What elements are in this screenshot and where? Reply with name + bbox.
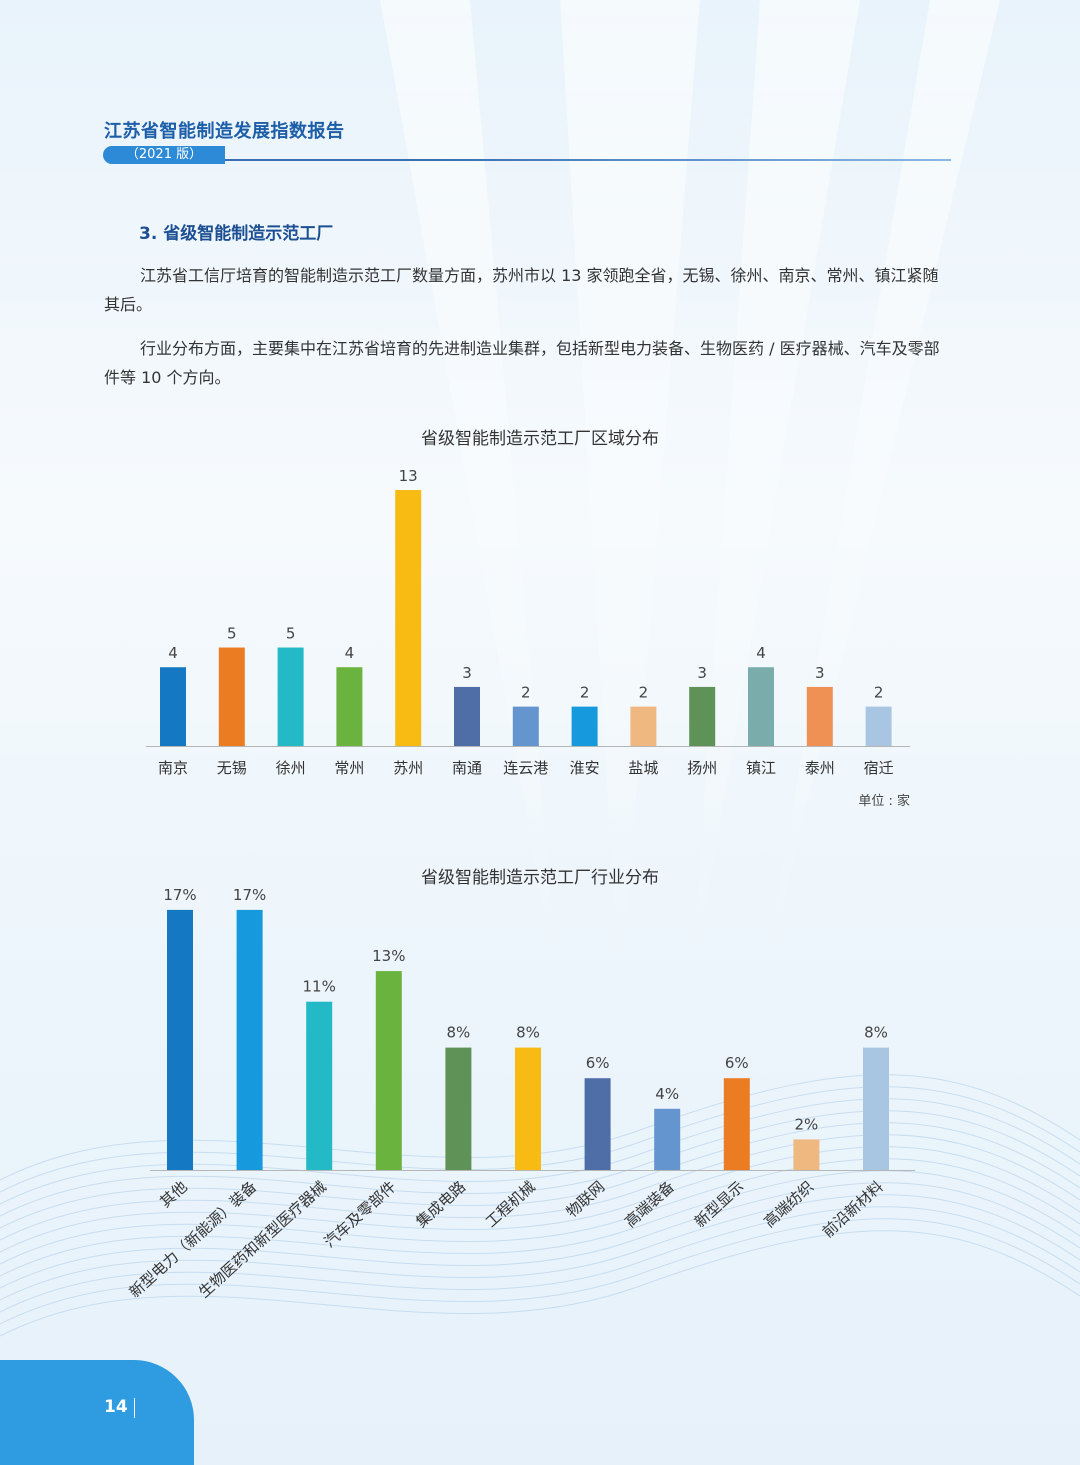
page-number: 14 [104, 1397, 128, 1417]
section-title: 3. 省级智能制造示范工厂 [139, 224, 334, 244]
region-category-label: 无锡 [217, 759, 247, 777]
region-value-label: 3 [815, 664, 825, 682]
region-value-label: 4 [756, 644, 766, 662]
region-category-label: 宿迁 [864, 759, 894, 777]
region-bar [689, 686, 716, 746]
unit-note: 单位 : 家 [858, 794, 910, 809]
industry-value-label: 13% [372, 947, 405, 965]
region-bar [336, 667, 363, 746]
region-bar [748, 667, 774, 746]
paragraph-region: 江苏省工信厅培育的智能制造示范工厂数量方面，苏州市以 13 家领跑全省，无锡、徐… [104, 266, 939, 314]
industry-bar [515, 1047, 541, 1170]
chart-title-region: 省级智能制造示范工厂区域分布 [421, 429, 659, 449]
industry-bar [654, 1108, 681, 1170]
industry-category-label: 物联网 [563, 1178, 608, 1221]
industry-value-label: 2% [795, 1115, 819, 1133]
industry-category-label: 集成电路 [412, 1178, 469, 1232]
industry-value-label: 11% [303, 978, 336, 996]
industry-value-label: 6% [725, 1054, 749, 1072]
page-number-separator [134, 1398, 135, 1418]
region-value-label: 13 [399, 467, 418, 485]
industry-bar [584, 1078, 611, 1170]
region-category-label: 徐州 [276, 759, 306, 777]
region-category-label: 淮安 [570, 759, 600, 777]
region-bar [630, 706, 657, 746]
region-bar [865, 706, 892, 746]
region-bar [218, 647, 245, 746]
region-value-label: 2 [521, 684, 531, 702]
industry-category-label: 高端装备 [621, 1178, 678, 1232]
region-bar [395, 490, 422, 746]
region-value-label: 2 [580, 684, 590, 702]
industry-category-label: 汽车及零部件 [321, 1178, 400, 1252]
industry-value-label: 17% [233, 886, 266, 904]
industry-bar [375, 971, 402, 1170]
industry-category-label: 工程机械 [482, 1178, 539, 1232]
page-number-tab [0, 1360, 194, 1465]
region-category-label: 盐城 [628, 759, 658, 777]
industry-category-label: 新型显示 [691, 1178, 748, 1232]
edition-badge: （2021 版） [103, 146, 225, 164]
industry-bar [167, 909, 193, 1170]
industry-category-label: 新型电力（新能源）装备 [126, 1178, 261, 1302]
region-bar [277, 647, 304, 746]
industry-value-label: 17% [163, 886, 196, 904]
region-bar [160, 667, 186, 746]
industry-category-label: 生物医药和新型医疗器械 [195, 1178, 330, 1302]
region-category-label: 常州 [334, 759, 364, 777]
region-value-label: 5 [227, 625, 237, 643]
region-bar [512, 706, 539, 746]
region-bar [806, 686, 833, 746]
industry-bar [863, 1047, 889, 1170]
region-value-label: 4 [345, 644, 355, 662]
industry-value-label: 4% [655, 1085, 679, 1103]
region-category-label: 扬州 [687, 759, 717, 777]
paragraph-industry: 行业分布方面，主要集中在江苏省培育的先进制造业集群，包括新型电力装备、生物医药 … [104, 339, 940, 387]
region-value-label: 5 [286, 625, 296, 643]
industry-category-label: 高端纺织 [760, 1178, 817, 1232]
industry-value-label: 6% [586, 1054, 610, 1072]
chart-title-industry: 省级智能制造示范工厂行业分布 [421, 868, 659, 888]
region-category-label: 南通 [452, 759, 482, 777]
industry-value-label: 8% [864, 1024, 888, 1042]
region-value-label: 2 [874, 684, 884, 702]
region-category-label: 泰州 [805, 759, 835, 777]
industry-category-label: 前沿新材料 [819, 1178, 887, 1242]
industry-bar [445, 1047, 472, 1170]
industry-category-label: 其他 [156, 1178, 190, 1211]
region-value-label: 3 [462, 664, 472, 682]
industry-value-label: 8% [516, 1024, 540, 1042]
industry-value-label: 8% [447, 1024, 471, 1042]
report-title: 江苏省智能制造发展指数报告 [104, 121, 345, 142]
region-value-label: 3 [697, 664, 707, 682]
region-category-label: 镇江 [746, 759, 776, 777]
industry-bar [306, 1001, 333, 1170]
header-divider [225, 159, 951, 161]
region-bar [571, 706, 598, 746]
region-category-label: 南京 [158, 759, 188, 777]
region-value-label: 2 [639, 684, 649, 702]
region-category-label: 苏州 [393, 759, 423, 777]
region-category-label: 连云港 [503, 759, 548, 777]
industry-bar [793, 1139, 820, 1170]
region-value-label: 4 [168, 644, 178, 662]
region-bar [454, 686, 480, 746]
industry-bar [236, 909, 263, 1170]
industry-bar [723, 1078, 750, 1170]
